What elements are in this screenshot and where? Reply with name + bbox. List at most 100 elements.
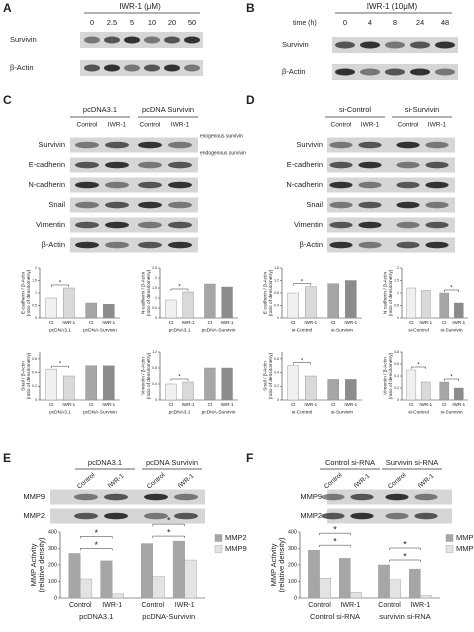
bar <box>182 381 194 401</box>
y-tick-label: 0.4 <box>394 374 399 378</box>
y-tick-label: 0 <box>35 316 37 320</box>
group-label: pcDNA-Survivin <box>83 409 117 415</box>
band <box>124 36 140 44</box>
y-tick-label: 0.2 <box>394 386 399 390</box>
y-tick-label: 400 <box>48 529 57 535</box>
y-tick-label: 0.8 <box>394 350 399 354</box>
x-tick-label: IWR-1 <box>221 320 234 325</box>
band <box>75 221 99 229</box>
band <box>174 512 198 520</box>
significance-bracket <box>170 288 189 291</box>
y-axis-title: (ratio of densitometry) <box>268 352 274 399</box>
bar <box>439 292 450 319</box>
y-tick-label: 0 <box>277 398 279 402</box>
x-tick-label: Control <box>308 602 331 609</box>
row-label: Vimentin <box>36 220 65 229</box>
y-axis-title: MMP Activity <box>269 543 278 586</box>
row-label: MMP9 <box>23 492 45 501</box>
lane-label: 24 <box>416 18 424 27</box>
blot <box>327 217 455 233</box>
band <box>396 241 420 249</box>
significance-bracket <box>50 365 70 369</box>
bar <box>85 302 97 319</box>
bar <box>350 592 362 599</box>
band <box>164 64 180 72</box>
band <box>335 41 355 49</box>
blot <box>70 197 198 213</box>
panel-label: E <box>3 451 11 465</box>
band <box>74 493 98 501</box>
bar <box>406 287 417 319</box>
x-tick-label: Ct <box>169 402 174 407</box>
y-axis-title: (ratio of densitometry) <box>388 352 394 399</box>
band <box>104 512 128 520</box>
significance-bracket <box>443 378 460 381</box>
y-tick-label: 2 <box>35 266 37 270</box>
bar <box>172 540 185 599</box>
group-label: pcDNA Survivin <box>142 105 194 114</box>
lane-label: 8 <box>393 18 397 27</box>
lane-label: IWR-1 <box>177 472 196 489</box>
significance-bracket <box>292 362 312 365</box>
band <box>358 161 382 169</box>
y-tick-label: 1 <box>397 291 399 295</box>
lane-label: Control <box>323 471 344 490</box>
row-label: Survivin <box>38 140 65 149</box>
lane-label: 10 <box>148 18 156 27</box>
band <box>329 221 353 229</box>
group-label: pcDNA3.1 <box>83 105 117 114</box>
band <box>410 68 430 76</box>
row-label: β-Actin <box>282 67 306 76</box>
bar <box>221 286 233 319</box>
row-label: Survivin <box>282 40 309 49</box>
band <box>414 512 438 520</box>
band <box>104 493 128 501</box>
band <box>138 141 162 149</box>
bar <box>420 595 432 599</box>
bar <box>409 568 421 599</box>
y-tick-label: 0.5 <box>32 303 37 307</box>
significance-label: * <box>59 281 62 287</box>
group-label: pcDNA3.1 <box>169 327 191 333</box>
group-label: Control si-RNA <box>310 612 360 621</box>
lane-label: IWR-1 <box>428 122 447 129</box>
band <box>329 161 353 169</box>
x-tick-label: Control <box>69 602 92 609</box>
panel-label: A <box>3 1 12 15</box>
x-tick-label: Ct <box>442 320 447 325</box>
significance-label: * <box>450 375 453 381</box>
blot <box>327 177 455 193</box>
y-axis-title: Vimentin / β-Actin <box>382 357 388 395</box>
y-tick-label: 0 <box>155 316 157 320</box>
y-tick-label: 0.2 <box>274 384 279 388</box>
y-axis-title: N cadherin / β-Actin <box>382 272 388 315</box>
lane-label: IWR-1 <box>107 472 126 489</box>
band <box>138 161 162 169</box>
y-tick-label: 0 <box>35 398 37 402</box>
band <box>350 493 374 501</box>
blot <box>327 237 455 253</box>
group-label: si-Survivin <box>440 327 462 333</box>
lane-label: IWR-1 <box>417 472 436 489</box>
group-label: pcDNA3.1 <box>169 409 191 415</box>
bar <box>453 387 464 401</box>
band <box>84 64 100 72</box>
significance-bracket <box>389 547 421 550</box>
band <box>168 161 192 169</box>
y-tick-label: 200 <box>288 562 297 568</box>
significance-bracket <box>389 559 421 562</box>
lane-label: 4 <box>368 18 372 27</box>
band <box>396 141 420 149</box>
group-label: pcDNA-Survivin <box>202 409 236 415</box>
band <box>168 141 192 149</box>
row-label: Snail <box>48 200 65 209</box>
legend-swatch <box>445 534 454 542</box>
x-tick-label: IWR-1 <box>304 320 317 325</box>
bar <box>182 291 194 319</box>
x-tick-label: Ct <box>331 402 336 407</box>
group-label: si-Survivin <box>331 327 353 333</box>
x-tick-label: Control <box>378 602 401 609</box>
band <box>335 68 355 76</box>
y-tick-label: 1.5 <box>32 278 37 282</box>
row-label: MMP2 <box>23 511 45 520</box>
